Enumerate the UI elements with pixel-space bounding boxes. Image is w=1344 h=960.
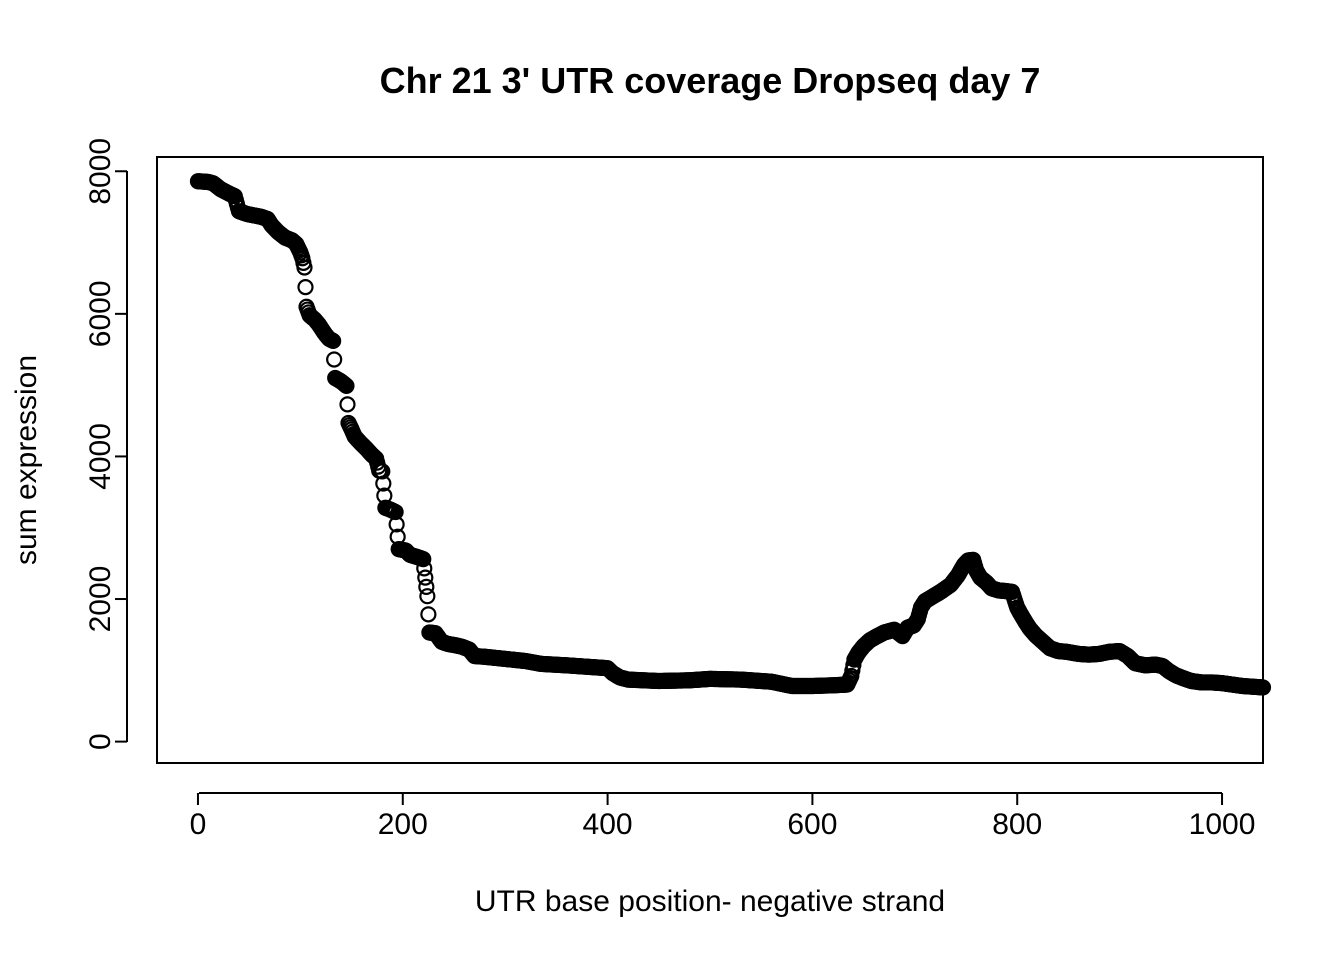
data-point: [419, 588, 436, 605]
y-tick-label: 0: [84, 733, 117, 750]
data-point: [338, 377, 355, 394]
x-tick-label: 1000: [1189, 808, 1256, 841]
data-point: [297, 279, 314, 296]
data-point: [417, 569, 434, 586]
data-point: [387, 503, 404, 521]
x-tick-label: 600: [787, 808, 837, 841]
y-axis-label: sum expression: [10, 355, 43, 565]
data-point: [1254, 679, 1272, 696]
y-tick-label: 8000: [84, 138, 117, 205]
y-tick-label: 6000: [84, 280, 117, 347]
data-point: [388, 516, 405, 533]
data-points: [189, 173, 1272, 696]
data-point: [296, 259, 313, 276]
data-point: [339, 396, 356, 413]
plot-frame: [156, 156, 1264, 764]
chart-title: Chr 21 3' UTR coverage Dropseq day 7: [380, 60, 1041, 101]
x-tick-label: 800: [992, 808, 1042, 841]
x-tick-label: 400: [583, 808, 633, 841]
data-point: [418, 578, 435, 596]
data-point: [325, 332, 342, 350]
data-point: [416, 560, 433, 577]
data-point: [375, 475, 392, 492]
data-point: [420, 606, 437, 623]
y-axis: 0 2000 4000 6000 8000: [84, 138, 128, 750]
x-axis-label: UTR base position- negative strand: [475, 885, 945, 918]
x-axis: 0 200 400 600 800 1000: [190, 792, 1256, 841]
data-point: [415, 550, 432, 568]
x-tick-label: 0: [190, 808, 207, 841]
x-tick-label: 200: [378, 808, 428, 841]
y-tick-label: 2000: [84, 566, 117, 633]
data-point: [326, 351, 343, 368]
data-point: [374, 463, 391, 480]
y-tick-label: 4000: [84, 423, 117, 490]
